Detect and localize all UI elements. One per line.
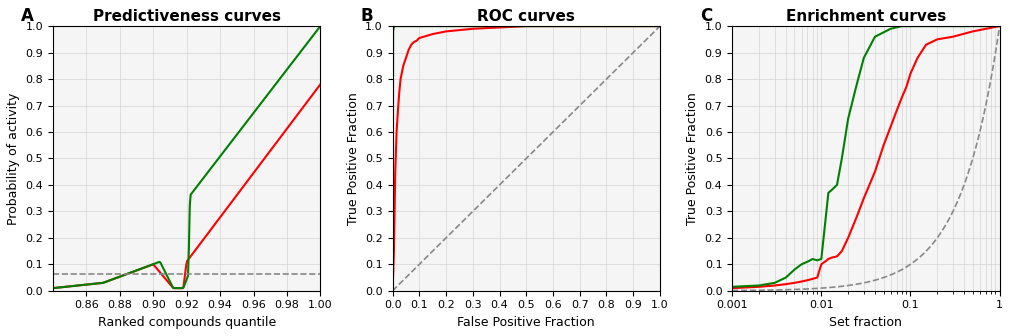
Y-axis label: Probability of activity: Probability of activity	[7, 92, 20, 225]
Title: ROC curves: ROC curves	[478, 8, 576, 24]
X-axis label: Set fraction: Set fraction	[829, 316, 902, 329]
X-axis label: False Positive Fraction: False Positive Fraction	[458, 316, 595, 329]
Y-axis label: True Positive Fraction: True Positive Fraction	[346, 92, 360, 225]
Title: Enrichment curves: Enrichment curves	[786, 8, 946, 24]
X-axis label: Ranked compounds quantile: Ranked compounds quantile	[98, 316, 276, 329]
Text: C: C	[700, 7, 712, 25]
Title: Predictiveness curves: Predictiveness curves	[93, 8, 281, 24]
Y-axis label: True Positive Fraction: True Positive Fraction	[686, 92, 699, 225]
Text: A: A	[21, 7, 33, 25]
Text: B: B	[361, 7, 373, 25]
